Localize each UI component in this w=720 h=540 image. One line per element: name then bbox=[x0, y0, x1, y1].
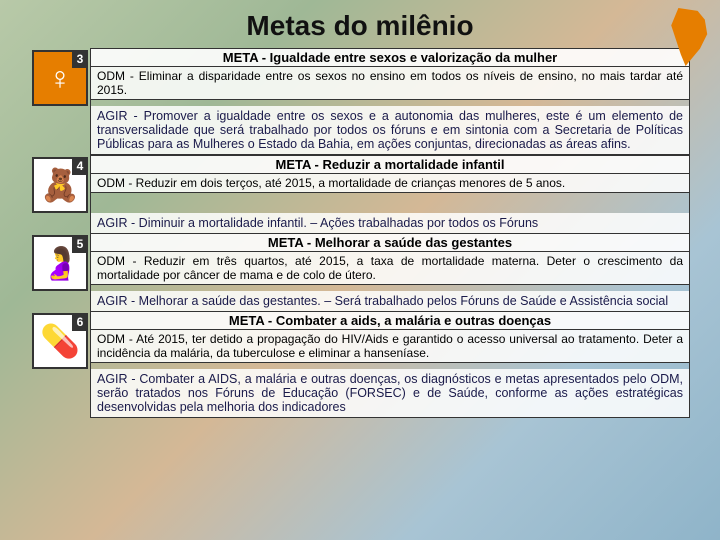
goal-row-3: 3 ♀ META - Igualdade entre sexos e valor… bbox=[30, 48, 690, 106]
goal-3-agir: AGIR - Promover a igualdade entre os sex… bbox=[91, 106, 689, 154]
goal-5-agir-row: AGIR - Melhorar a saúde das gestantes. –… bbox=[90, 291, 690, 311]
goal-row-6: 6 💊 META - Combater a aids, a malária e … bbox=[30, 311, 690, 369]
goal-6-agir: AGIR - Combater a AIDS, a malária e outr… bbox=[91, 369, 689, 417]
goal-5-agir: AGIR - Melhorar a saúde das gestantes. –… bbox=[91, 291, 689, 311]
goal-row-5: 5 🤰 META - Melhorar a saúde das gestante… bbox=[30, 233, 690, 291]
goal-4-agir-row: AGIR - Diminuir a mortalidade infantil. … bbox=[90, 213, 690, 233]
goal-5-icon: 5 🤰 bbox=[32, 235, 88, 291]
goal-6-agir-row: AGIR - Combater a AIDS, a malária e outr… bbox=[90, 369, 690, 418]
goal-5-odm: ODM - Reduzir em três quartos, até 2015,… bbox=[91, 252, 689, 285]
page-title: Metas do milênio bbox=[0, 0, 720, 48]
goal-row-4: 4 🧸 META - Reduzir a mortalidade infanti… bbox=[30, 155, 690, 213]
goal-4-meta: META - Reduzir a mortalidade infantil bbox=[91, 156, 689, 174]
goal-3-agir-row: AGIR - Promover a igualdade entre os sex… bbox=[90, 106, 690, 155]
goal-3-odm: ODM - Eliminar a disparidade entre os se… bbox=[91, 67, 689, 100]
goal-4-icon: 4 🧸 bbox=[32, 157, 88, 213]
goal-3-icon: 3 ♀ bbox=[32, 50, 88, 106]
goal-4-odm: ODM - Reduzir em dois terços, até 2015, … bbox=[91, 174, 689, 193]
goal-5-meta: META - Melhorar a saúde das gestantes bbox=[91, 234, 689, 252]
goal-4-agir: AGIR - Diminuir a mortalidade infantil. … bbox=[91, 213, 689, 233]
goal-6-odm: ODM - Até 2015, ter detido a propagação … bbox=[91, 330, 689, 363]
goal-6-icon: 6 💊 bbox=[32, 313, 88, 369]
goal-6-meta: META - Combater a aids, a malária e outr… bbox=[91, 312, 689, 330]
goal-3-meta: META - Igualdade entre sexos e valorizaç… bbox=[91, 49, 689, 67]
goals-content: 3 ♀ META - Igualdade entre sexos e valor… bbox=[0, 48, 720, 428]
